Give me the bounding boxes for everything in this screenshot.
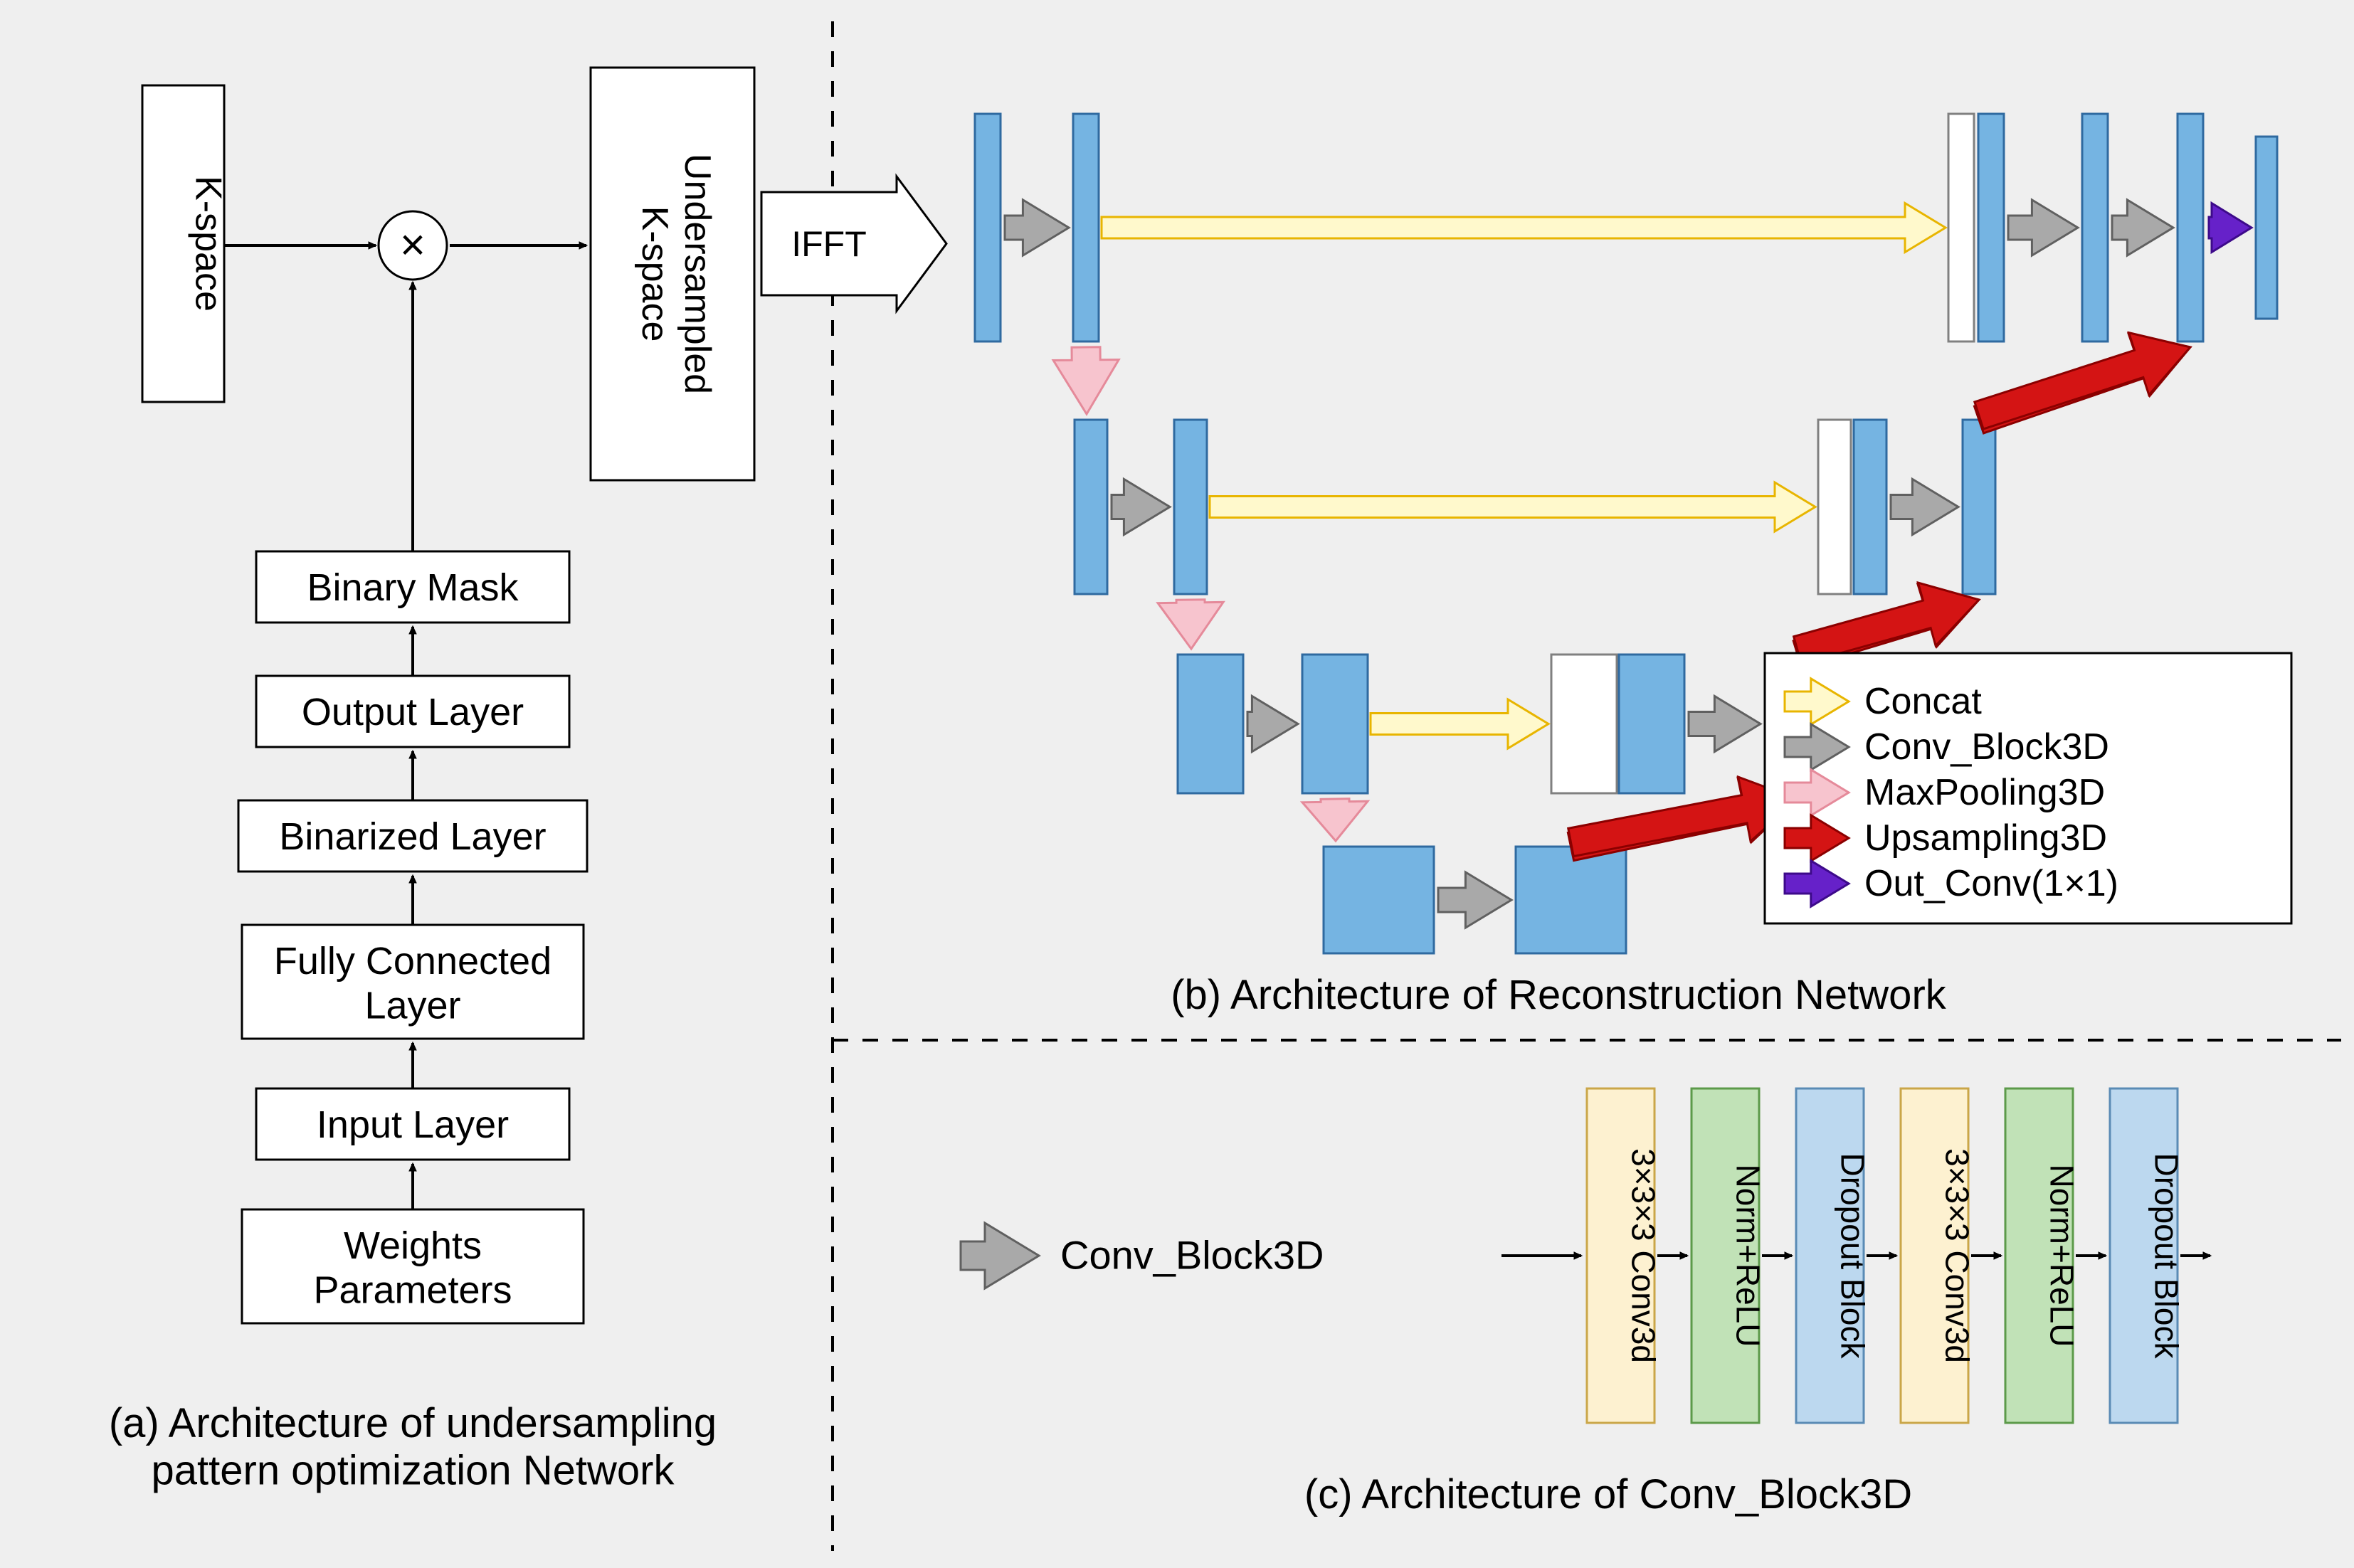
svg-text:Dropout Block: Dropout Block — [1835, 1153, 1872, 1360]
legend-label-upsample: Upsampling3D — [1864, 817, 2107, 859]
feature-block — [2256, 137, 2277, 319]
feature-block — [1516, 847, 1626, 953]
feature-block — [1551, 655, 1617, 793]
label-binarized: Binarized Layer — [279, 815, 546, 858]
feature-block — [1073, 114, 1099, 341]
feature-block — [1178, 655, 1243, 793]
feature-block — [1324, 847, 1434, 953]
feature-block — [2082, 114, 2108, 341]
feature-block — [1075, 420, 1107, 594]
svg-text:Norm+ReLU: Norm+ReLU — [1730, 1165, 1767, 1347]
legend-label-concat: Concat — [1864, 681, 1982, 722]
feature-block — [1963, 420, 1995, 594]
svg-text:Norm+ReLU: Norm+ReLU — [2044, 1165, 2081, 1347]
label-input: Input Layer — [317, 1103, 509, 1146]
svg-text:3×3×3 Conv3d: 3×3×3 Conv3d — [1625, 1148, 1662, 1363]
lead-label: Conv_Block3D — [1060, 1232, 1324, 1277]
feature-block — [2178, 114, 2203, 341]
caption-c: (c) Architecture of Conv_Block3D — [1304, 1471, 1912, 1517]
svg-text:3×3×3 Conv3d: 3×3×3 Conv3d — [1939, 1148, 1976, 1363]
svg-text:K-space: K-space — [188, 176, 229, 312]
feature-block — [1619, 655, 1684, 793]
svg-text:Dropout Block: Dropout Block — [2148, 1153, 2185, 1360]
feature-block — [1854, 420, 1886, 594]
label-mask: Binary Mask — [307, 566, 519, 609]
feature-block — [1948, 114, 1974, 341]
feature-block — [1978, 114, 2004, 341]
legend-label-maxpool: MaxPooling3D — [1864, 772, 2105, 813]
feature-block — [1818, 420, 1851, 594]
feature-block — [1302, 655, 1368, 793]
legend-label-conv: Conv_Block3D — [1864, 726, 2109, 768]
legend-label-outconv: Out_Conv(1×1) — [1864, 863, 2118, 904]
svg-text:×: × — [400, 221, 426, 270]
feature-block — [975, 114, 1001, 341]
label-output: Output Layer — [302, 691, 524, 733]
caption-b: (b) Architecture of Reconstruction Netwo… — [1171, 972, 1947, 1018]
feature-block — [1174, 420, 1207, 594]
caption-a: (a) Architecture of undersamplingpattern… — [109, 1400, 717, 1494]
svg-text:IFFT: IFFT — [791, 224, 867, 264]
